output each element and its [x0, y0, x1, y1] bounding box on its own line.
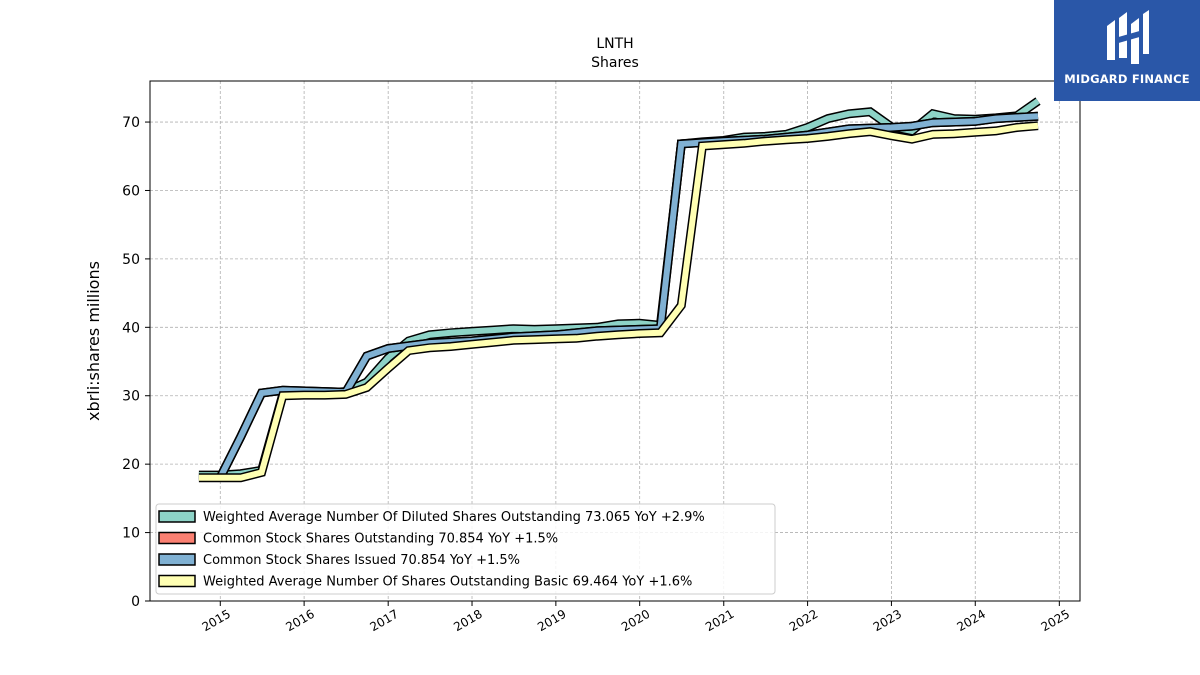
legend-box [155, 503, 776, 595]
y-tick-label: 40 [122, 320, 140, 336]
y-tick-label: 30 [122, 389, 140, 405]
y-axis-label: xbrli:shares millions [84, 261, 103, 421]
legend-label: Common Stock Shares Issued 70.854 YoY +1… [203, 553, 520, 568]
plot-area [198, 97, 1041, 483]
midgard-logo-icon [1107, 10, 1149, 64]
legend-label: Weighted Average Number Of Diluted Share… [203, 510, 705, 525]
plot-frame [149, 80, 1081, 602]
y-tick-label: 10 [122, 526, 140, 542]
chart-title: LNTH [596, 36, 633, 52]
legend-label: Weighted Average Number Of Shares Outsta… [203, 575, 692, 590]
y-tick-label: 70 [122, 115, 140, 131]
y-tick-label: 50 [122, 252, 140, 268]
y-tick-label: 60 [122, 183, 140, 199]
legend-swatch [158, 531, 196, 545]
y-tick-label: 20 [122, 457, 140, 473]
legend-swatch [158, 553, 196, 566]
watermark-brand-text: MIDGARD FINANCE [1064, 72, 1190, 86]
chart-subtitle: Shares [591, 55, 639, 71]
series-line-3 [198, 122, 1039, 481]
y-tick-label: 0 [131, 594, 140, 610]
watermark-logo: MIDGARD FINANCE [1054, 0, 1200, 101]
legend-swatch [158, 510, 196, 523]
y-axis: 0 10 20 30 40 50 60 70 [122, 115, 150, 610]
legend: Weighted Average Number Of Diluted Share… [155, 503, 776, 595]
series-line-2 [217, 113, 1039, 480]
legend-swatch [158, 574, 196, 588]
legend-label: Common Stock Shares Outstanding 70.854 Y… [203, 532, 558, 547]
